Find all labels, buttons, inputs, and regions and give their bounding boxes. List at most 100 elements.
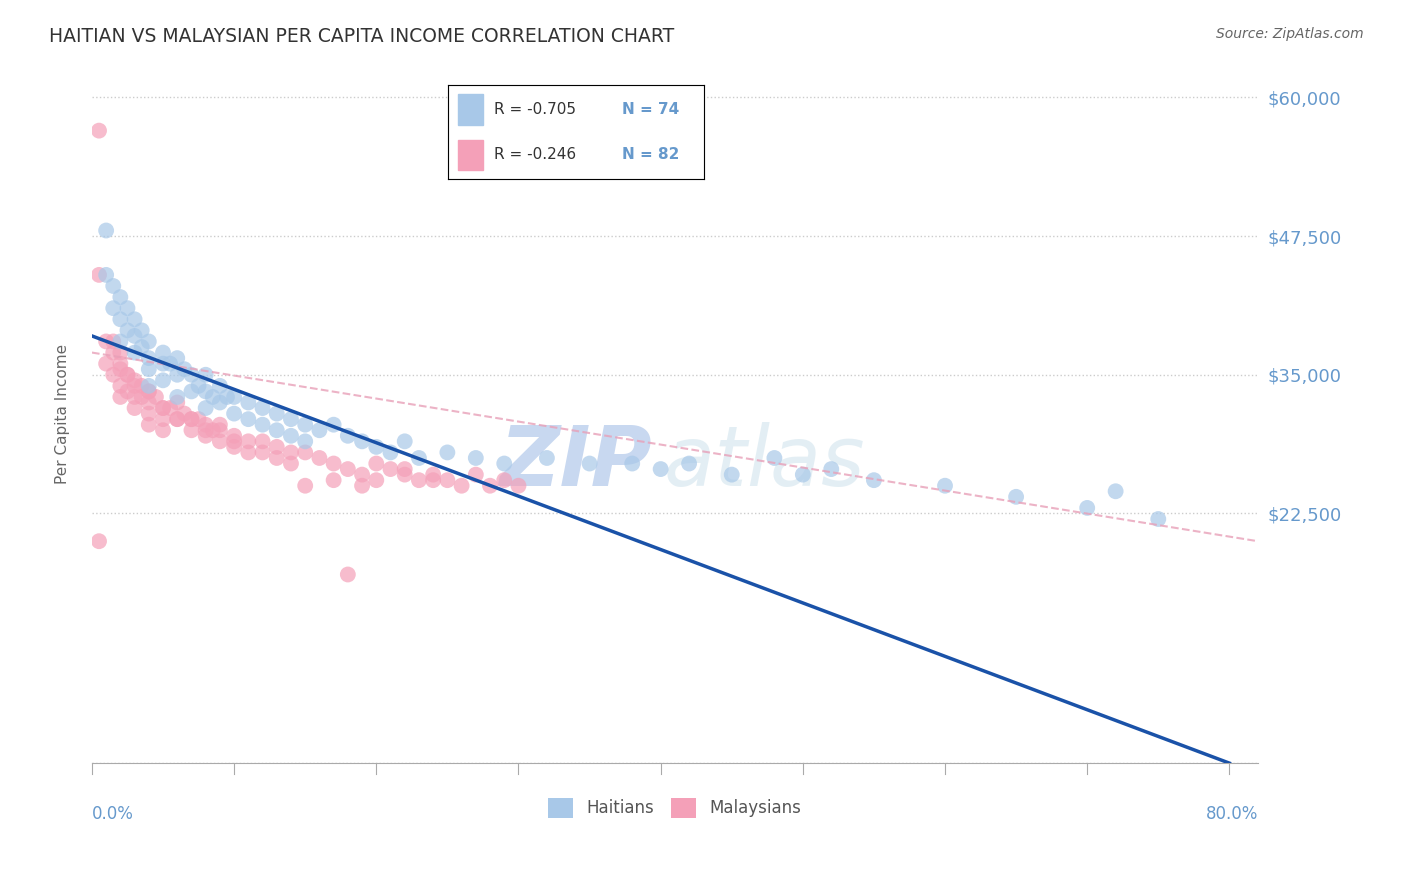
Point bbox=[238, 395, 260, 409]
Point bbox=[450, 479, 472, 493]
Point bbox=[131, 340, 153, 354]
Point bbox=[308, 450, 330, 465]
Point bbox=[166, 395, 188, 409]
Point bbox=[422, 473, 444, 487]
Point bbox=[180, 384, 202, 399]
Point bbox=[280, 412, 302, 426]
Point bbox=[187, 379, 209, 393]
Point bbox=[103, 301, 125, 315]
Point bbox=[173, 407, 195, 421]
Point bbox=[152, 373, 174, 387]
Point bbox=[117, 368, 139, 382]
Point bbox=[110, 345, 132, 359]
Point bbox=[131, 390, 153, 404]
Point bbox=[934, 479, 956, 493]
Point bbox=[208, 395, 231, 409]
Point bbox=[117, 323, 139, 337]
Point bbox=[252, 401, 274, 415]
Point bbox=[194, 417, 217, 432]
Point bbox=[138, 384, 160, 399]
Point bbox=[322, 457, 344, 471]
Text: ZIP: ZIP bbox=[499, 422, 651, 503]
Point bbox=[103, 345, 125, 359]
Point bbox=[678, 457, 700, 471]
Point bbox=[224, 407, 246, 421]
Point bbox=[194, 429, 217, 443]
Point bbox=[578, 457, 600, 471]
Point bbox=[322, 417, 344, 432]
Point bbox=[720, 467, 742, 482]
Point bbox=[863, 473, 886, 487]
Point bbox=[87, 268, 110, 282]
Point bbox=[152, 423, 174, 437]
Point bbox=[87, 534, 110, 549]
Point bbox=[224, 434, 246, 449]
Point bbox=[394, 434, 416, 449]
Point bbox=[173, 362, 195, 376]
Point bbox=[180, 423, 202, 437]
Point bbox=[138, 362, 160, 376]
Point bbox=[124, 390, 146, 404]
Point bbox=[650, 462, 672, 476]
Point bbox=[224, 390, 246, 404]
Point bbox=[294, 445, 316, 459]
Point bbox=[117, 384, 139, 399]
Point bbox=[138, 407, 160, 421]
Point bbox=[252, 445, 274, 459]
Point bbox=[94, 268, 117, 282]
Point bbox=[380, 462, 402, 476]
Point bbox=[436, 445, 458, 459]
Point bbox=[436, 473, 458, 487]
Point bbox=[308, 423, 330, 437]
Point bbox=[138, 417, 160, 432]
Point bbox=[124, 401, 146, 415]
Point bbox=[166, 368, 188, 382]
Point bbox=[94, 334, 117, 349]
Point bbox=[820, 462, 842, 476]
Point bbox=[187, 412, 209, 426]
Point bbox=[208, 423, 231, 437]
Point bbox=[208, 379, 231, 393]
Point bbox=[159, 401, 181, 415]
Point bbox=[479, 479, 502, 493]
Point bbox=[124, 373, 146, 387]
Point bbox=[103, 279, 125, 293]
Text: Per Capita Income: Per Capita Income bbox=[55, 343, 70, 483]
Point bbox=[152, 357, 174, 371]
Point bbox=[166, 412, 188, 426]
Point bbox=[110, 379, 132, 393]
Point bbox=[138, 379, 160, 393]
Point bbox=[266, 440, 288, 454]
Text: HAITIAN VS MALAYSIAN PER CAPITA INCOME CORRELATION CHART: HAITIAN VS MALAYSIAN PER CAPITA INCOME C… bbox=[49, 27, 675, 45]
Point bbox=[464, 467, 486, 482]
Text: Source: ZipAtlas.com: Source: ZipAtlas.com bbox=[1216, 27, 1364, 41]
Point bbox=[408, 450, 430, 465]
Point bbox=[494, 473, 516, 487]
Point bbox=[201, 423, 224, 437]
Point bbox=[180, 412, 202, 426]
Point bbox=[266, 450, 288, 465]
Point bbox=[215, 390, 238, 404]
Point bbox=[103, 334, 125, 349]
Point bbox=[238, 445, 260, 459]
Point bbox=[110, 390, 132, 404]
Point bbox=[138, 334, 160, 349]
Point bbox=[336, 429, 359, 443]
Point bbox=[252, 434, 274, 449]
Point bbox=[336, 567, 359, 582]
Point bbox=[110, 362, 132, 376]
Point bbox=[1104, 484, 1126, 499]
Point bbox=[280, 457, 302, 471]
Point bbox=[208, 434, 231, 449]
Point bbox=[110, 334, 132, 349]
Point bbox=[408, 473, 430, 487]
Point bbox=[494, 457, 516, 471]
Point bbox=[366, 473, 388, 487]
Point bbox=[131, 323, 153, 337]
Point bbox=[131, 379, 153, 393]
Point bbox=[238, 434, 260, 449]
Point bbox=[352, 479, 374, 493]
Point bbox=[166, 412, 188, 426]
Point bbox=[138, 351, 160, 365]
Text: 0.0%: 0.0% bbox=[91, 805, 134, 823]
